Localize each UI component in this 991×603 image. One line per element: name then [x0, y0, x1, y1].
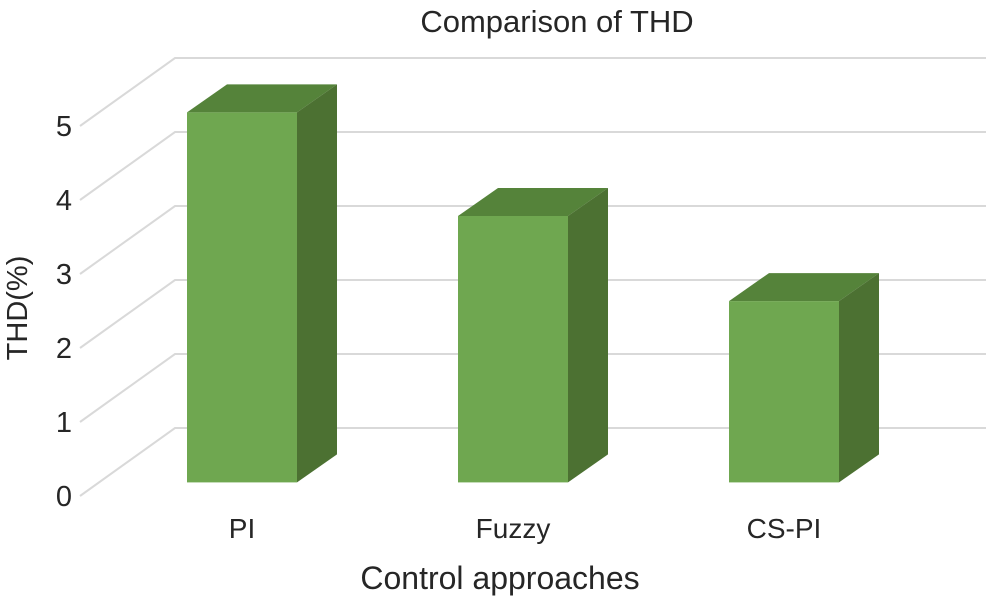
y-axis-tick-labels: 0 1 2 3 4 5: [56, 111, 72, 513]
bar-top-face: [729, 273, 879, 302]
bar-front-face: [187, 112, 297, 483]
y-tick-label-1: 1: [56, 407, 72, 439]
y-tick-label-2: 2: [56, 333, 72, 365]
gridline-4: [79, 131, 986, 201]
bar-top-face: [458, 188, 608, 216]
bar-pi: [187, 84, 337, 483]
chart-title: Comparison of THD: [420, 4, 693, 39]
y-tick-label-4: 4: [56, 185, 72, 217]
gridlines-group: [79, 57, 986, 497]
bar-front-face: [729, 301, 839, 483]
bar-side-face: [297, 84, 337, 483]
bar-side-face: [568, 188, 608, 483]
y-tick-label-0: 0: [56, 481, 72, 513]
bar-front-face: [458, 216, 568, 483]
gridline-3: [79, 205, 986, 275]
y-tick-label-5: 5: [56, 111, 72, 143]
bar-fuzzy: [458, 188, 608, 483]
x-axis-title: Control approaches: [360, 560, 639, 596]
y-axis-title: THD(%): [2, 256, 34, 361]
x-tick-label-fuzzy: Fuzzy: [476, 513, 551, 544]
gridline-2: [79, 279, 986, 349]
x-tick-label-cs-pi: CS-PI: [747, 513, 822, 544]
bars-group: [187, 84, 879, 483]
y-tick-label-3: 3: [56, 259, 72, 291]
x-axis-category-labels: PI Fuzzy CS-PI: [229, 513, 822, 544]
gridline-0: [79, 427, 986, 497]
bar-top-face: [187, 84, 337, 113]
bar-cs-pi: [729, 273, 879, 483]
bar-side-face: [839, 273, 879, 483]
x-tick-label-pi: PI: [229, 513, 255, 544]
gridline-1: [79, 353, 986, 423]
gridline-5: [79, 57, 986, 127]
